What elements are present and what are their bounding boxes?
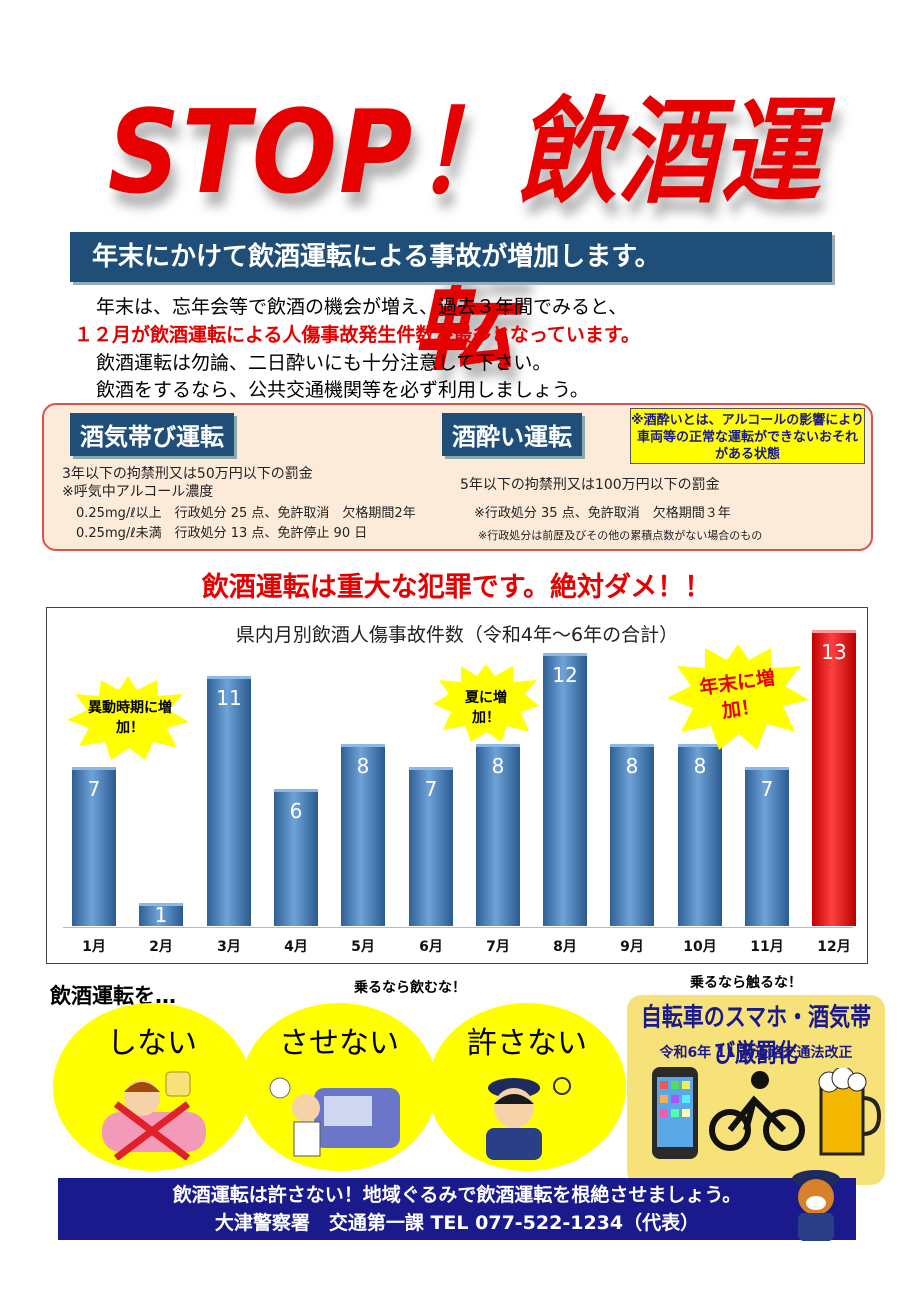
chart-x-tick: 2月 xyxy=(149,939,173,955)
bicycle-title: 自転車のスマホ・酒気帯び厳罰化 xyxy=(640,1002,872,1068)
bicycle-subtitle: 令和6年 11 月道路交通法改正 xyxy=(659,1045,853,1061)
dui-penalty: 3年以下の拘禁刑又は50万円以下の罰金 xyxy=(62,466,313,482)
chart-value-label: 1 xyxy=(154,903,168,927)
intro-line-2: １２月が飲酒運転による人傷事故発生件数が最多となっています。 xyxy=(74,324,641,346)
word-dont: しない xyxy=(107,1026,197,1061)
intro-line-1: 年末は、忘年会等で飲酒の機会が増え、過去３年間でみると、 xyxy=(96,296,628,318)
chart-bar-5月 xyxy=(341,744,385,926)
chart-title: 県内月別飲酒人傷事故件数（令和4年～6年の合計） xyxy=(235,624,679,646)
beer-mug-icon xyxy=(818,1068,881,1156)
chart-x-tick: 11月 xyxy=(750,939,784,955)
chart-value-label: 8 xyxy=(693,754,707,778)
word-dont-let: させない xyxy=(279,1026,399,1061)
chart-bar-8月 xyxy=(543,653,587,926)
word-dont-allow: 許さない xyxy=(467,1026,587,1061)
chart-x-tick: 8月 xyxy=(553,939,577,955)
footer-message: 飲酒運転は許さない！地域ぐるみで飲酒運転を根絶させましょう。 xyxy=(172,1184,742,1206)
chart-bar-2月 xyxy=(139,903,183,926)
campaign-tag-drink: 乗るなら飲むな！ xyxy=(354,980,466,996)
chart-bar-11月 xyxy=(745,767,789,926)
burst-summer-label: 夏に増加！ xyxy=(465,690,507,726)
headline-banner: 年末にかけて飲酒運転による事故が増加します。 xyxy=(70,232,832,282)
chart-x-tick: 7月 xyxy=(486,939,510,955)
drunk-footnote: ※行政処分は前歴及びその他の累積点数がない場合のもの xyxy=(478,529,763,542)
chart-bar-3月 xyxy=(207,676,251,926)
chart-bar-9月 xyxy=(610,744,654,926)
drunk-driver-illustration xyxy=(102,1071,206,1160)
chart-value-label: 7 xyxy=(424,777,438,801)
crime-message: 飲酒運転は重大な犯罪です。絶対ダメ！！ xyxy=(201,572,712,603)
chart-value-label: 13 xyxy=(821,640,847,664)
burst-transfer-label: 異動時期に増加！ xyxy=(88,700,172,736)
chart-bar-10月 xyxy=(678,744,722,926)
chart-x-tick: 10月 xyxy=(683,939,717,955)
smartphone-icon xyxy=(652,1067,698,1159)
chart-x-tick: 1月 xyxy=(82,939,106,955)
dui-title: 酒気帯び運転 xyxy=(70,413,234,456)
chart-value-label: 6 xyxy=(289,799,303,823)
chart-bar-6月 xyxy=(409,767,453,926)
burst-summer xyxy=(433,664,539,742)
chart-bar-4月 xyxy=(274,789,318,926)
drunk-title: 酒酔い運転 xyxy=(442,413,582,456)
chart-x-tick: 5月 xyxy=(351,939,375,955)
police-officer-illustration xyxy=(486,1077,571,1160)
footer-banner: 飲酒運転は許さない！地域ぐるみで飲酒運転を根絶させましょう。 大津警察署 交通第… xyxy=(58,1178,856,1240)
chart-bar-7月 xyxy=(476,744,520,926)
dui-alcohol-note: ※呼気中アルコール濃度 xyxy=(62,484,214,500)
mascot-icon xyxy=(792,1170,840,1241)
chart-bar-1月 xyxy=(72,767,116,926)
chart-plot-area: 7 1月 1 2月 11 3月 6 4月 8 5月 7 6月 8 7月 12 8月 8 9月 8 10月 7 11月 13 1… xyxy=(47,608,867,963)
intro-line-3: 飲酒運転は勿論、二日酔いにも十分注意して下さい。 xyxy=(96,352,552,374)
burst-transfer-season xyxy=(67,676,189,760)
dui-over-025: 0.25mg/ℓ以上 行政処分 25 点、免許取消 欠格期間2年 xyxy=(76,506,416,521)
drunk-points: ※行政処分 35 点、免許取消 欠格期間３年 xyxy=(474,506,731,521)
bicycle-icon xyxy=(709,1071,805,1151)
chart-x-tick: 9月 xyxy=(620,939,644,955)
dui-under-025: 0.25mg/ℓ未満 行政処分 13 点、免許停止 90 日 xyxy=(76,526,368,541)
drunk-definition-note: ※酒酔いとは、アルコールの影響により車両等の正常な運転ができないおそれがある状態 xyxy=(630,408,865,464)
chart-x-tick: 3月 xyxy=(217,939,241,955)
accident-chart: 県内月別飲酒人傷事故件数（令和4年～6年の合計） 7 1月 1 2月 11 3月 6 4月 8 5… xyxy=(46,607,868,964)
chart-value-label: 12 xyxy=(552,663,578,687)
page-title: STOP！飲酒運転 xyxy=(107,85,823,387)
chart-x-tick: 6月 xyxy=(419,939,443,955)
intro-line-4: 飲酒をするなら、公共交通機関等を必ず利用しましょう。 xyxy=(96,379,589,401)
drunk-penalty: 5年以下の拘禁刑又は100万円以下の罰金 xyxy=(460,477,720,493)
hand-keys-illustration xyxy=(269,1077,400,1157)
footer-contact: 大津警察署 交通第一課 TEL 077-522-1234（代表） xyxy=(214,1212,700,1234)
chart-value-label: 8 xyxy=(356,754,370,778)
chart-value-label: 11 xyxy=(216,686,242,710)
chart-value-label: 8 xyxy=(625,754,639,778)
burst-year-end xyxy=(667,644,809,750)
chart-bar-12月 xyxy=(812,630,856,926)
chart-baseline xyxy=(63,927,853,928)
chart-value-label: 7 xyxy=(87,777,101,801)
chart-value-label: 7 xyxy=(760,777,774,801)
chart-x-tick: 12月 xyxy=(817,939,851,955)
chart-x-tick: 4月 xyxy=(284,939,308,955)
campaign-tag-touch: 乗るなら触るな！ xyxy=(690,975,802,991)
chart-value-label: 8 xyxy=(491,754,505,778)
